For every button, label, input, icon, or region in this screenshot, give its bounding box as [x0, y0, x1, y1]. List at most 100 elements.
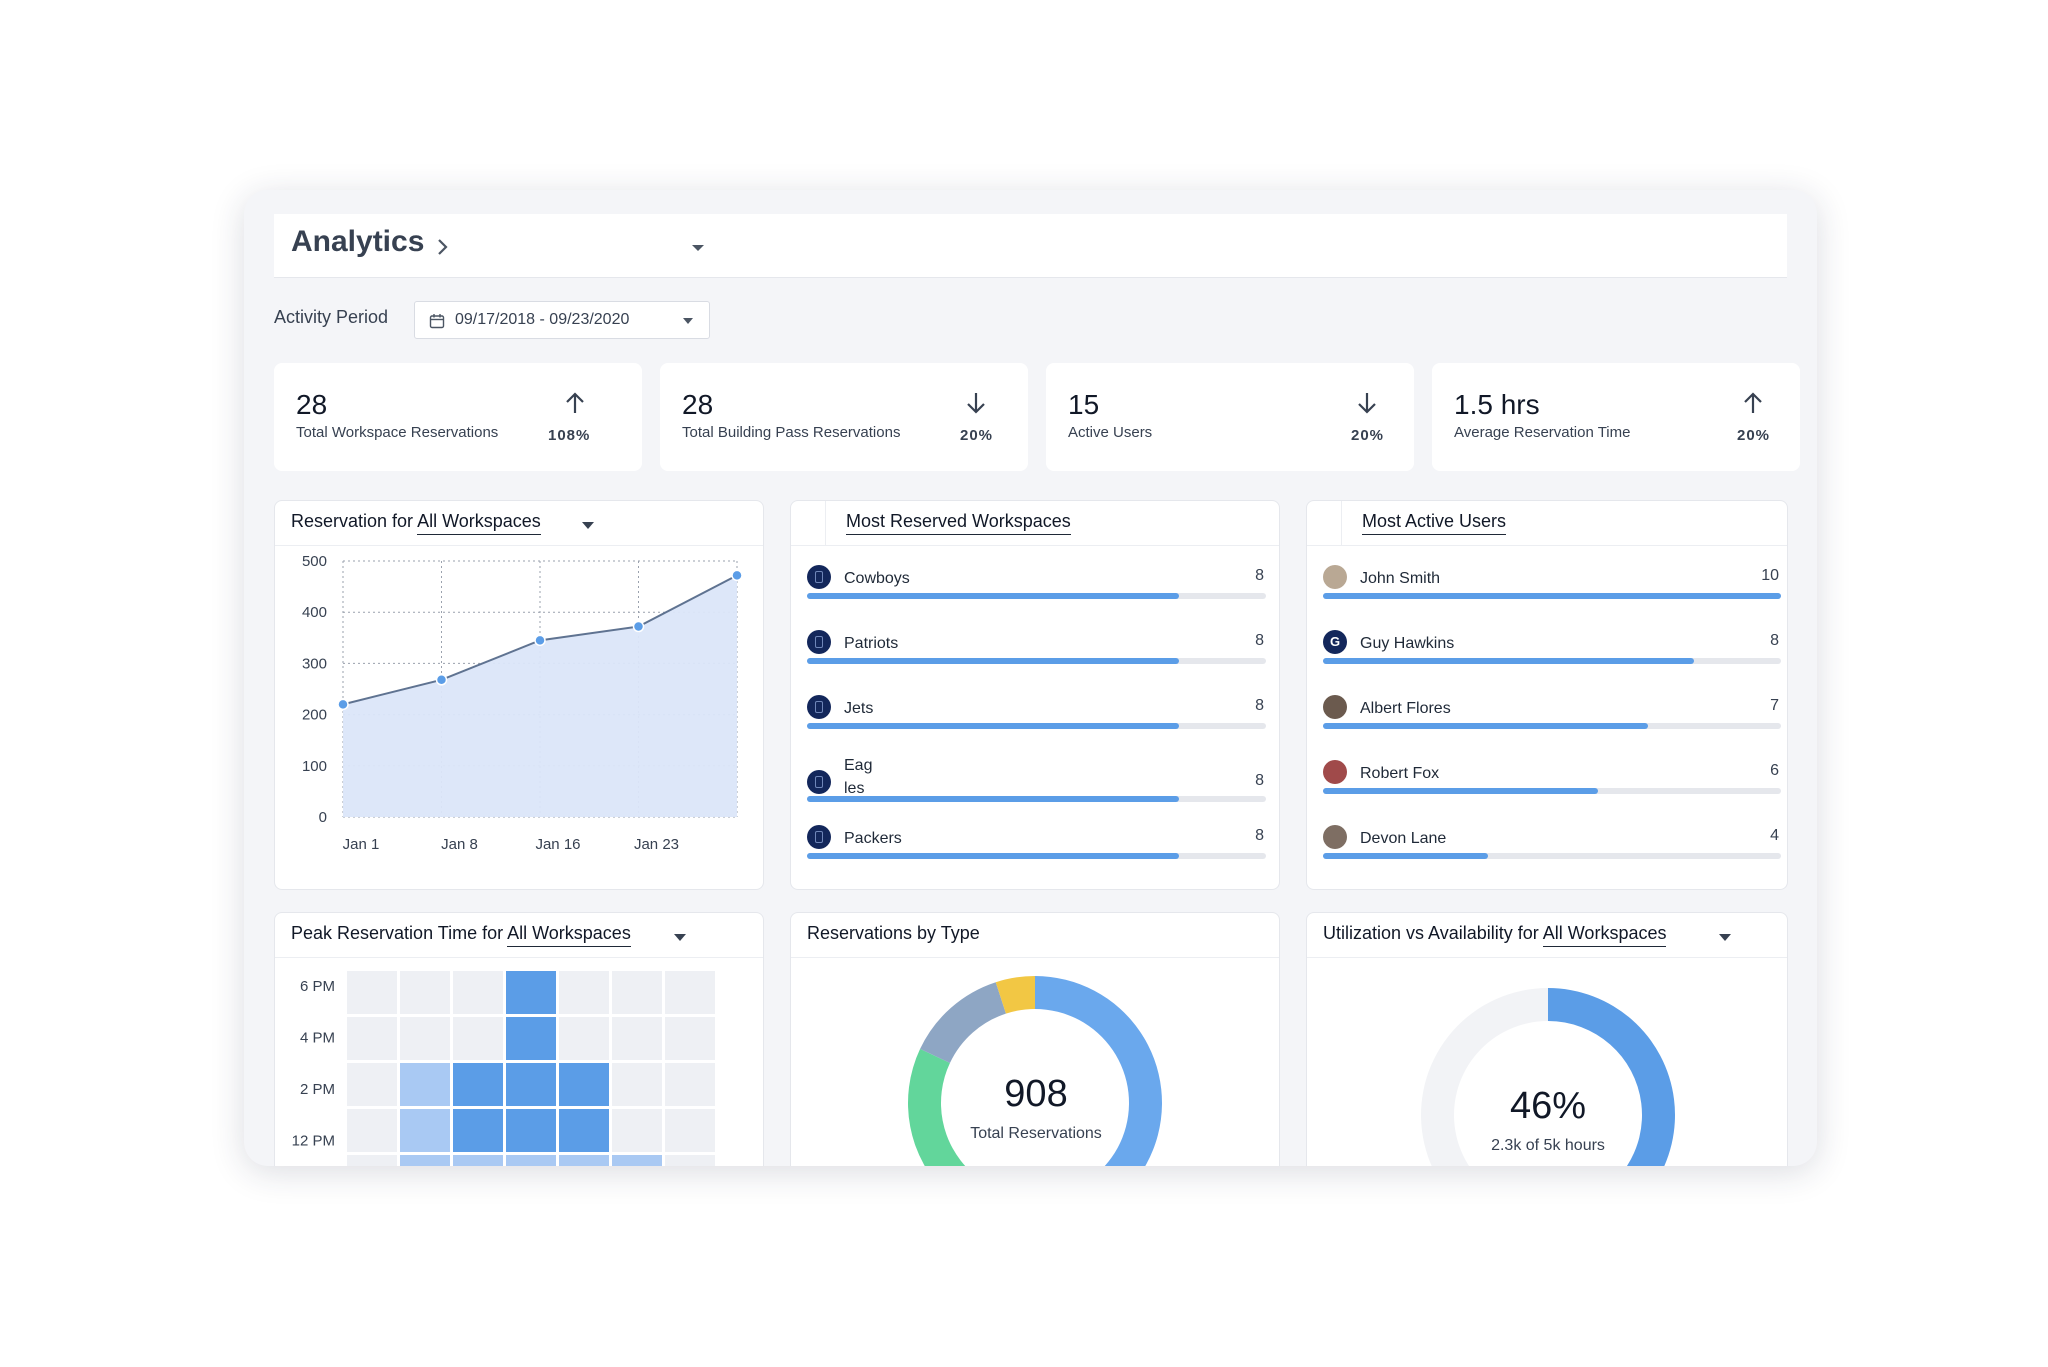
team-logo-icon: [807, 630, 831, 654]
reservations-by-type-card: Reservations by Type 908 Total Reservati…: [790, 912, 1280, 1166]
progress-track: [807, 853, 1266, 859]
progress-fill: [807, 796, 1179, 802]
caret-down-icon[interactable]: [674, 934, 686, 941]
title-separator: [1341, 501, 1342, 545]
team-logo-icon: [807, 770, 831, 794]
heatmap-cell: [559, 971, 609, 1014]
card-divider: [275, 545, 763, 546]
activity-period-picker[interactable]: 09/17/2018 - 09/23/2020: [414, 301, 710, 339]
card-divider: [1307, 957, 1787, 958]
list-item-name: Albert Flores: [1360, 700, 1451, 717]
card-title: Reservation for All Workspaces: [291, 511, 541, 535]
y-tick-label: 12 PM: [292, 1133, 335, 1150]
card-divider: [791, 545, 1279, 546]
kpi-card-workspace-reservations: 28 Total Workspace Reservations 108%: [274, 363, 642, 471]
caret-down-icon[interactable]: [582, 522, 594, 529]
workspace-filter-dropdown[interactable]: All Workspaces: [507, 923, 631, 947]
list-item-count: 10: [1761, 567, 1779, 584]
list-item[interactable]: G Guy Hawkins 8: [1307, 624, 1787, 670]
progress-track: [807, 593, 1266, 599]
list-item-name: Cowboys: [844, 570, 910, 587]
reservation-area-chart: 500 400 300 200 100 0 Jan 1 Jan 8 Jan 16 Jan 23: [302, 553, 743, 853]
team-logo-icon: [807, 565, 831, 589]
heatmap-cell: [665, 1063, 715, 1106]
list-item[interactable]: Robert Fox 6: [1307, 754, 1787, 800]
list-item-name: Devon Lane: [1360, 830, 1447, 847]
x-tick-label: Jan 23: [634, 836, 679, 853]
progress-fill: [807, 593, 1179, 599]
kpi-change: 20%: [960, 427, 994, 444]
list-item[interactable]: Packers 8: [791, 819, 1279, 865]
arrow-up-icon: [566, 392, 584, 413]
kpi-change: 20%: [1737, 427, 1771, 444]
list-item-name: Patriots: [844, 635, 899, 652]
heatmap-cell: [559, 1109, 609, 1152]
progress-track: [807, 658, 1266, 664]
heatmap-cell: [400, 971, 450, 1014]
list-item[interactable]: Albert Flores 7: [1307, 689, 1787, 735]
chevron-right-icon[interactable]: [435, 238, 449, 256]
workspace-filter-dropdown[interactable]: All Workspaces: [1542, 923, 1667, 947]
progress-fill: [1323, 788, 1598, 794]
most-active-users-card: Most Active Users John Smith 10 G Guy Hawki…: [1306, 500, 1788, 890]
list-item[interactable]: Eag les 8: [791, 754, 1279, 802]
list-item[interactable]: Devon Lane 4: [1307, 819, 1787, 865]
list-item-name: Guy Hawkins: [1360, 635, 1455, 652]
calendar-icon: [429, 314, 445, 329]
card-title: Reservations by Type: [807, 923, 980, 943]
list-item-count: 6: [1770, 762, 1779, 779]
heatmap-cell: [612, 971, 662, 1014]
card-title-prefix: Reservation for: [291, 511, 418, 531]
kpi-label: Average Reservation Time: [1454, 424, 1631, 441]
team-logo-icon: [807, 825, 831, 849]
caret-down-icon: [683, 318, 693, 324]
most-active-title: Most Active Users: [1362, 511, 1507, 535]
heatmap-cell: [453, 1017, 503, 1060]
most-reserved-title: Most Reserved Workspaces: [846, 511, 1071, 535]
arrow-down-icon: [967, 393, 985, 414]
list-item[interactable]: Cowboys 8: [791, 559, 1279, 605]
card-title: Peak Reservation Time for All Workspaces: [291, 923, 631, 947]
list-item-name: Jets: [844, 700, 874, 717]
y-tick-label: 100: [302, 758, 327, 775]
progress-track: [807, 796, 1266, 802]
heatmap-cell: [612, 1063, 662, 1106]
avatar: [1323, 760, 1347, 784]
list-item[interactable]: Patriots 8: [791, 624, 1279, 670]
kpi-label: Active Users: [1068, 424, 1153, 441]
utilization-donut: [1421, 988, 1675, 1166]
data-point: [731, 569, 743, 582]
y-tick-label: 0: [319, 809, 327, 826]
heatmap-cell: [400, 1109, 450, 1152]
data-point: [534, 634, 546, 647]
total-reservations-value: 908: [1004, 1073, 1068, 1115]
team-logo-mark: [815, 636, 823, 648]
caret-down-icon[interactable]: [1719, 934, 1731, 941]
avatar: G: [1323, 630, 1347, 654]
heatmap-cell: [506, 1017, 556, 1060]
list-item[interactable]: Jets 8: [791, 689, 1279, 735]
heatmap-cell: [506, 971, 556, 1014]
activity-period-value: 09/17/2018 - 09/23/2020: [455, 311, 630, 328]
caret-down-icon[interactable]: [691, 244, 705, 252]
list-item-name: Robert Fox: [1360, 765, 1440, 782]
total-reservations-label: Total Reservations: [970, 1125, 1102, 1142]
card-divider: [791, 957, 1279, 958]
list-item-count: 7: [1770, 697, 1779, 714]
list-item-count: 8: [1255, 827, 1264, 844]
list-item-name: Eag les: [844, 757, 873, 797]
donut-slice: [1035, 976, 1162, 1166]
heatmap-cell: [559, 1017, 609, 1060]
progress-track: [807, 723, 1266, 729]
progress-fill: [1323, 853, 1488, 859]
peak-heatmap: 6 PM 4 PM 2 PM 12 PM: [292, 971, 715, 1166]
list-item[interactable]: John Smith 10: [1307, 559, 1787, 605]
workspace-filter-dropdown[interactable]: All Workspaces: [417, 511, 541, 535]
heatmap-cell: [612, 1109, 662, 1152]
heatmap-cell: [559, 1155, 609, 1166]
list-item-count: 8: [1255, 632, 1264, 649]
heatmap-cell: [400, 1155, 450, 1166]
arrow-up-icon: [1744, 392, 1762, 413]
arrow-down-icon: [1358, 393, 1376, 414]
heatmap-cell: [400, 1063, 450, 1106]
